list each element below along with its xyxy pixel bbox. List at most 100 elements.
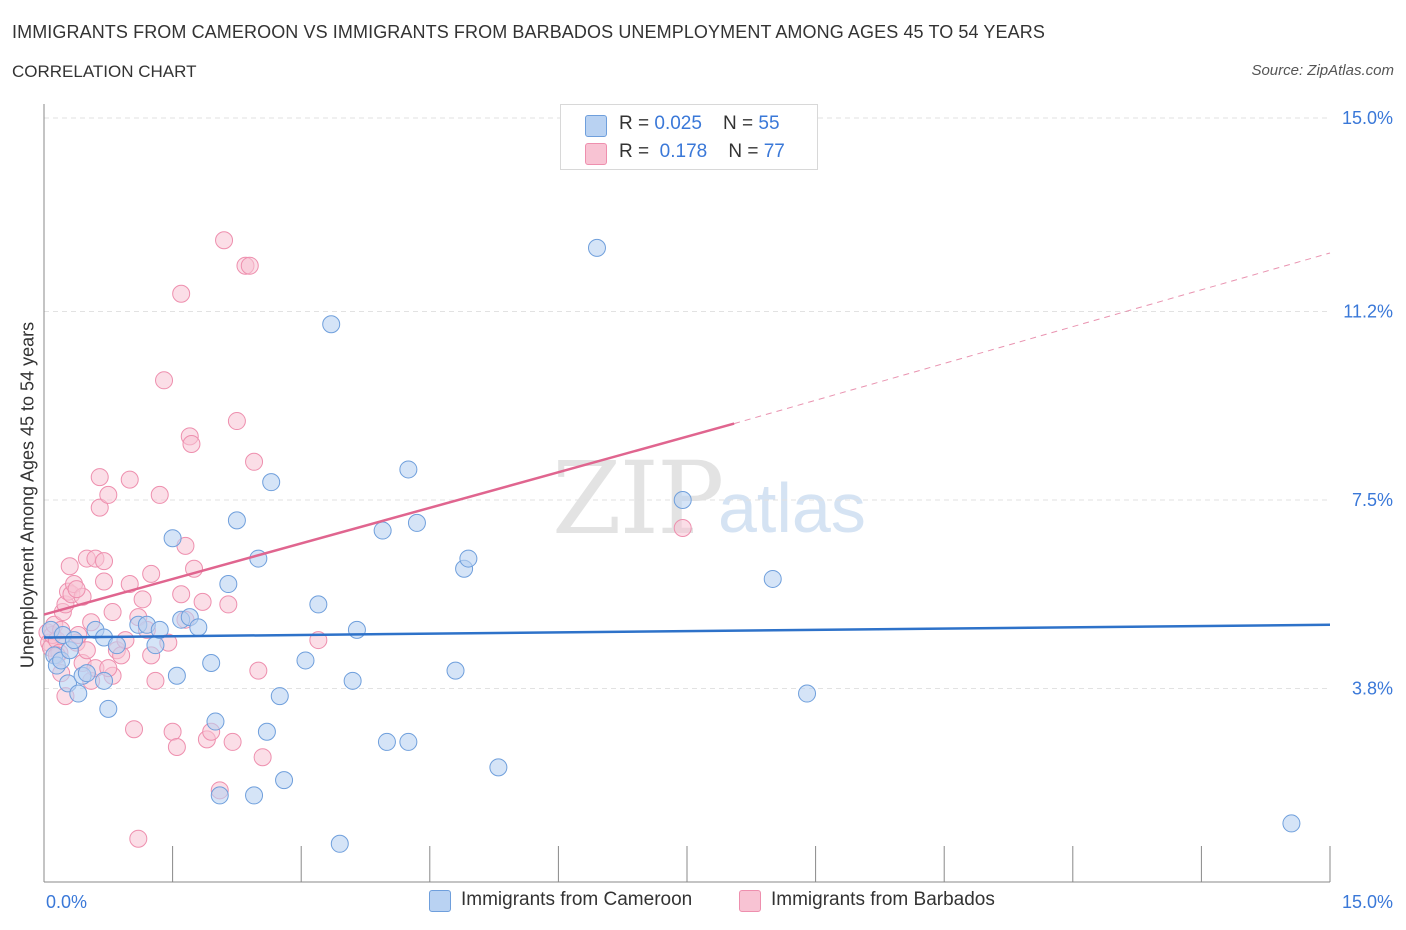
watermark-zip: ZIP	[552, 440, 724, 557]
barbados-point	[182, 434, 201, 453]
cameroon-point	[347, 620, 366, 639]
barbados-point	[103, 603, 122, 622]
barbados-point	[150, 485, 169, 504]
legend-cameroon-r-label: R =	[619, 113, 655, 134]
barbados-point	[673, 519, 692, 538]
barbados-point	[95, 552, 114, 571]
cameroon-point	[210, 786, 229, 805]
cameroon-point	[107, 636, 126, 655]
cameroon-point	[65, 631, 84, 650]
barbados-point	[120, 470, 139, 489]
barbados-point	[95, 572, 114, 591]
cameroon-point	[407, 513, 426, 532]
cameroon-point	[330, 834, 349, 853]
y-axis-label: Unemployment Among Ages 45 to 54 years	[17, 321, 38, 669]
cameroon-point	[587, 238, 606, 257]
legend-barbados-n-value: 77	[763, 141, 785, 162]
barbados-point	[163, 722, 182, 741]
legend-barbados-n-label: N =	[728, 141, 764, 162]
cameroon-point	[1282, 814, 1301, 833]
cameroon-point	[227, 511, 246, 530]
cameroon-point	[322, 315, 341, 334]
barbados-point	[90, 498, 109, 517]
barbados-point	[155, 371, 174, 390]
cameroon-trend-line	[43, 623, 1331, 639]
barbados-point	[120, 575, 139, 594]
barbados-point	[215, 231, 234, 250]
cameroon-swatch	[585, 115, 607, 137]
barbados-point	[146, 671, 165, 690]
cameroon-point	[275, 771, 294, 790]
barbados-point	[172, 284, 191, 303]
barbados-point	[133, 590, 152, 609]
legend-cameroon-n-value: 55	[758, 113, 780, 134]
legend-cameroon-r-value: 0.025	[654, 113, 702, 134]
cameroon-point	[163, 529, 182, 548]
barbados-point	[172, 585, 191, 604]
cameroon-point	[373, 521, 392, 540]
barbados-point	[125, 720, 144, 739]
cameroon-point	[146, 636, 165, 655]
cameroon-point	[673, 491, 692, 509]
cameroon-point	[69, 684, 88, 703]
y-tick-label: 3.8%	[1352, 678, 1393, 698]
barbados-trend-line	[43, 422, 735, 616]
cameroon-point	[150, 620, 169, 639]
legend-barbados-text: R = 0.178 N = 77	[619, 141, 785, 163]
barbados-point	[193, 592, 212, 611]
chart-subtitle: CORRELATION CHART	[12, 62, 197, 81]
cameroon-point	[99, 699, 118, 718]
cameroon-point	[77, 664, 96, 683]
barbados-point	[167, 738, 186, 757]
source-label: Source: ZipAtlas.com	[1251, 62, 1394, 79]
barbados-point	[67, 580, 86, 599]
cameroon-point	[399, 732, 418, 751]
barbados-point	[240, 256, 259, 275]
correlation-legend: R = 0.025 N = 55 R = 0.178 N = 77	[560, 104, 818, 170]
y-tick-label: 7.5%	[1352, 490, 1393, 510]
chart-title: IMMIGRANTS FROM CAMEROON VS IMMIGRANTS F…	[12, 22, 1045, 42]
cameroon-point	[399, 460, 418, 479]
cameroon-point	[446, 661, 465, 680]
cameroon-point	[95, 671, 114, 690]
legend-barbados-r-value: 0.178	[659, 141, 708, 162]
y-tick-label: 15.0%	[1342, 108, 1393, 128]
cameroon-point	[763, 569, 782, 588]
barbados-point	[60, 557, 79, 576]
bottom-cameroon-swatch	[429, 890, 451, 912]
barbados-point	[223, 732, 242, 751]
barbados-point	[90, 468, 109, 487]
barbados-swatch	[585, 143, 607, 165]
bottom-barbados-label: Immigrants from Barbados	[771, 889, 995, 910]
legend-cameroon-n-label: N =	[723, 113, 759, 134]
cameroon-point	[262, 473, 281, 492]
cameroon-point	[245, 786, 264, 805]
cameroon-point	[343, 671, 362, 690]
cameroon-point	[189, 618, 208, 637]
cameroon-point	[270, 687, 289, 706]
legend-cameroon-text: R = 0.025 N = 55	[619, 113, 780, 135]
cameroon-point	[459, 549, 478, 568]
barbados-point	[227, 412, 246, 431]
cameroon-point	[206, 712, 225, 731]
cameroon-point	[257, 722, 276, 741]
watermark-atlas: atlas	[718, 469, 866, 547]
barbados-point	[219, 595, 238, 614]
cameroon-point	[798, 684, 817, 703]
barbados-point	[253, 748, 272, 767]
barbados-trend-extension	[734, 252, 1331, 425]
bottom-barbados-swatch	[739, 890, 761, 912]
barbados-point	[249, 661, 268, 680]
barbados-point	[129, 829, 148, 848]
x-tick-label-max: 15.0%	[1342, 892, 1393, 912]
cameroon-point	[377, 732, 396, 751]
barbados-point	[245, 452, 264, 471]
cameroon-point	[167, 666, 186, 685]
bottom-cameroon-label: Immigrants from Cameroon	[461, 889, 693, 910]
x-tick-label-min: 0.0%	[46, 892, 87, 912]
legend-barbados-r-label: R =	[619, 141, 655, 162]
barbados-point	[142, 564, 161, 583]
cameroon-point	[219, 575, 238, 594]
y-tick-label: 11.2%	[1343, 302, 1393, 322]
